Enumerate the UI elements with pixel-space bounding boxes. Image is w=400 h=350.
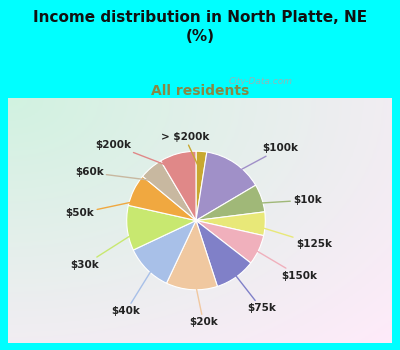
- Wedge shape: [196, 220, 251, 286]
- Wedge shape: [196, 220, 264, 263]
- Wedge shape: [196, 151, 207, 220]
- Text: $20k: $20k: [189, 274, 218, 327]
- Wedge shape: [196, 152, 256, 220]
- Wedge shape: [127, 205, 196, 250]
- Text: $60k: $60k: [75, 167, 160, 182]
- Text: $10k: $10k: [247, 195, 322, 205]
- Text: $50k: $50k: [66, 199, 148, 218]
- Wedge shape: [196, 212, 265, 236]
- Wedge shape: [128, 176, 196, 220]
- Text: $40k: $40k: [112, 259, 158, 316]
- Text: $200k: $200k: [95, 140, 180, 170]
- Wedge shape: [166, 220, 218, 290]
- Text: $100k: $100k: [227, 144, 298, 177]
- Text: $75k: $75k: [227, 264, 276, 313]
- Wedge shape: [133, 220, 196, 283]
- Text: > $200k: > $200k: [161, 132, 209, 167]
- Text: City-Data.com: City-Data.com: [229, 77, 293, 86]
- Text: $30k: $30k: [70, 228, 143, 270]
- Wedge shape: [161, 151, 196, 220]
- Text: $150k: $150k: [244, 244, 317, 281]
- Wedge shape: [196, 185, 265, 220]
- Text: All residents: All residents: [151, 84, 249, 98]
- Text: Income distribution in North Platte, NE
(%): Income distribution in North Platte, NE …: [33, 10, 367, 44]
- Wedge shape: [143, 161, 196, 220]
- Text: $125k: $125k: [250, 224, 332, 248]
